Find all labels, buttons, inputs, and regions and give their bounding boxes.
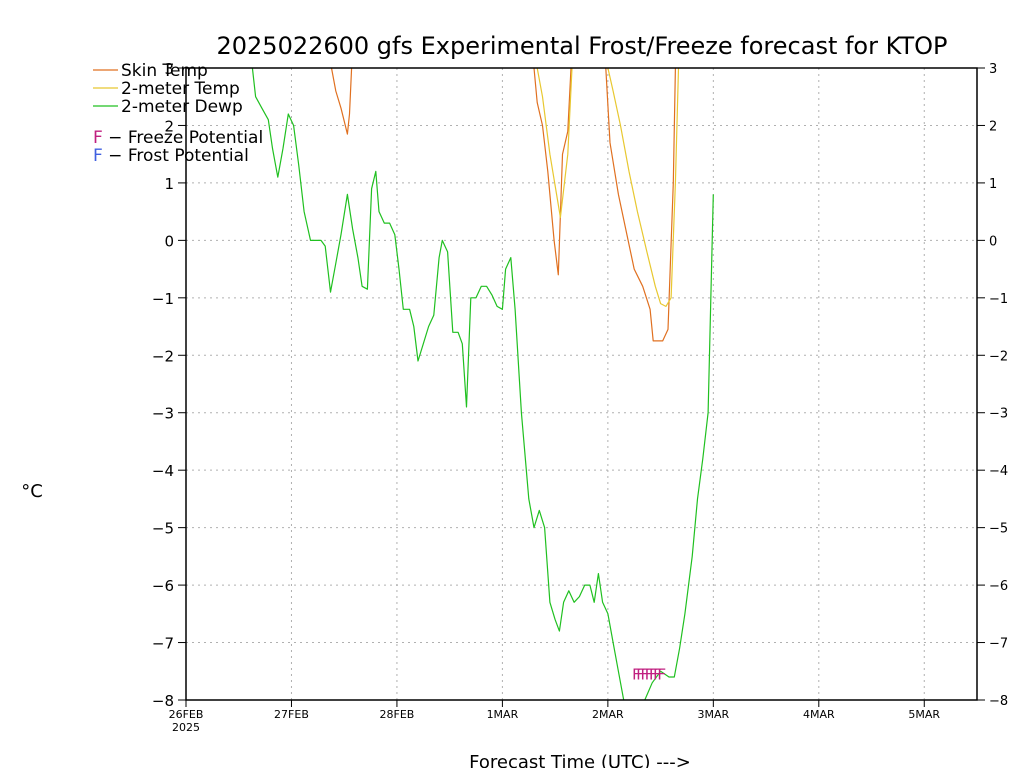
- x-axis-label: Forecast Time (UTC) --->: [469, 752, 691, 768]
- freeze-mark: F: [632, 665, 641, 683]
- y-tick-label-right: 1: [989, 177, 997, 192]
- y-tick-label-left: 1: [164, 175, 174, 193]
- y-tick-label-right: −6: [989, 579, 1008, 594]
- y-tick-label-left: −8: [152, 692, 174, 710]
- y-tick-label-right: −7: [989, 637, 1008, 652]
- freeze-mark: F: [636, 665, 645, 683]
- x-tick-label: 27FEB: [274, 708, 309, 721]
- legend-potential: F − Frost Potential: [93, 146, 249, 166]
- x-tick-label: 1MAR: [487, 708, 519, 721]
- x-tick-label: 5MAR: [908, 708, 940, 721]
- y-tick-label-right: −3: [989, 407, 1008, 422]
- legend-potential-text: − Freeze Potential: [103, 128, 263, 148]
- y-tick-label-left: 3: [164, 60, 174, 78]
- y-tick-label-left: −5: [152, 520, 174, 538]
- freeze-mark: F: [653, 665, 662, 683]
- y-tick-label-right: −4: [989, 464, 1008, 479]
- plot-frame: [185, 67, 978, 701]
- x-tick-year-label: 2025: [172, 721, 200, 734]
- x-tick-label: 2MAR: [592, 708, 624, 721]
- x-tick-label: 4MAR: [803, 708, 835, 721]
- series-line-skin-temp: [533, 67, 572, 276]
- y-tick-label-left: 0: [164, 232, 174, 250]
- y-axis-label: °C: [21, 481, 43, 502]
- x-tick-label: 28FEB: [380, 708, 415, 721]
- x-tick-label: 26FEB: [169, 708, 204, 721]
- y-tick-label-left: −7: [152, 635, 174, 653]
- y-tick-label-left: −1: [152, 290, 174, 308]
- y-tick-label-left: −3: [152, 405, 174, 423]
- series-line-skin-temp: [605, 67, 676, 342]
- series-line-2-meter-temp: [536, 67, 573, 218]
- x-tick-label: 3MAR: [697, 708, 729, 721]
- legend-potential-letter: F: [93, 128, 103, 148]
- x-axis-ticks: 26FEB 27FEB 28FEB 1MAR 2MAR 3MAR 4MAR 5MAR 2025: [169, 700, 940, 734]
- y-tick-label-left: 2: [164, 117, 174, 135]
- series-line-2-meter-dewp: [251, 67, 625, 701]
- y-tick-label-right: −1: [989, 292, 1008, 307]
- freeze-mark: F: [649, 665, 658, 683]
- y-tick-label-right: 3: [989, 62, 997, 77]
- chart-title: 2025022600 gfs Experimental Frost/Freeze…: [216, 32, 947, 60]
- y-tick-label-right: 2: [989, 119, 997, 134]
- legend-label: 2-meter Temp: [121, 79, 240, 99]
- y-axis-ticks: 3 3 2 2 1 1 0 0 −1 −1 −2 −2 −3 −3 −4 −4 −5 −5 −6 −6 −7 −7 −8 −8: [152, 60, 1008, 710]
- y-tick-label-right: 0: [989, 234, 997, 249]
- legend-potential: F − Freeze Potential: [93, 128, 263, 148]
- legend-label: 2-meter Dewp: [121, 97, 243, 117]
- y-tick-label-right: −2: [989, 349, 1008, 364]
- series-line-2-meter-dewp: [644, 194, 714, 701]
- y-tick-label-left: −4: [152, 462, 174, 480]
- freeze-mark: F: [657, 665, 666, 683]
- series-lines: [251, 67, 714, 701]
- freeze-mark: F: [644, 665, 653, 683]
- legend-label: Skin Temp: [121, 61, 208, 81]
- y-tick-label-left: −6: [152, 577, 174, 595]
- legend-potential-text: − Frost Potential: [103, 146, 249, 166]
- series-line-2-meter-temp: [607, 67, 680, 307]
- legend-potential-letter: F: [93, 146, 103, 166]
- freeze-mark: F: [640, 665, 649, 683]
- y-tick-label-right: −8: [989, 694, 1008, 709]
- series-line-skin-temp: [330, 67, 353, 135]
- y-tick-label-right: −5: [989, 522, 1008, 537]
- y-tick-label-left: −2: [152, 347, 174, 365]
